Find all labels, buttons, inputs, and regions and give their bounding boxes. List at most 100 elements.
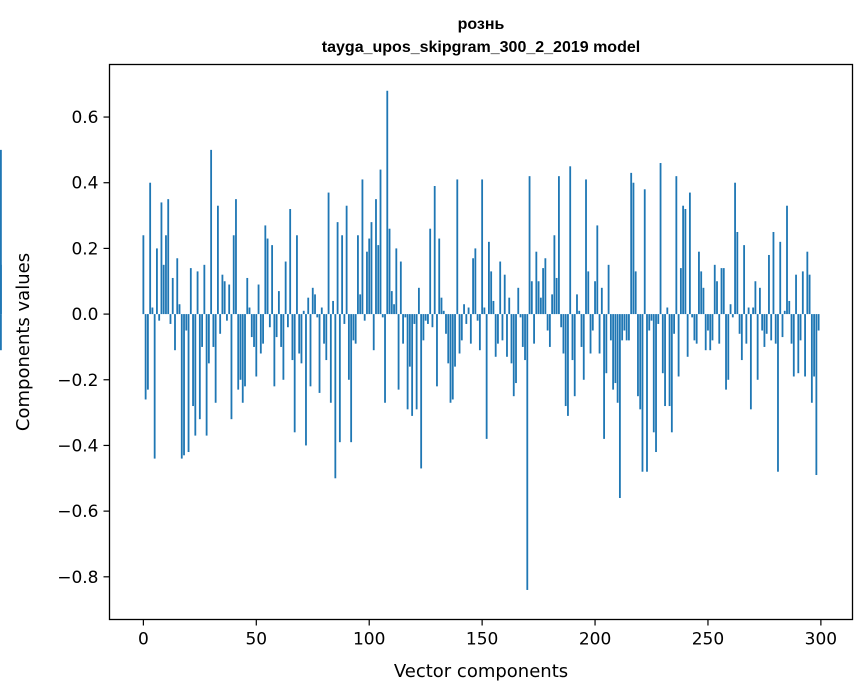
bar: [309, 314, 312, 387]
bar: [670, 314, 673, 433]
bar: [623, 314, 626, 331]
bar: [203, 264, 206, 315]
bar: [302, 310, 305, 315]
bar: [506, 314, 508, 357]
bar: [438, 238, 441, 315]
bar: [546, 314, 549, 331]
bar: [352, 314, 355, 341]
bar: [573, 314, 576, 397]
bar: [761, 314, 764, 331]
bar: [736, 231, 739, 315]
bar: [422, 314, 425, 341]
bar: [338, 314, 341, 443]
bar: [659, 163, 662, 315]
bar: [609, 314, 612, 341]
bar: [275, 314, 278, 338]
bar: [287, 314, 289, 328]
bar: [474, 248, 477, 315]
bar: [628, 314, 630, 341]
bar: [598, 314, 601, 354]
bar: [223, 281, 226, 315]
bar: [508, 297, 511, 315]
bar: [368, 238, 371, 315]
bar: [465, 314, 468, 324]
bar: [729, 304, 732, 315]
bar: [808, 274, 811, 315]
bar: [801, 271, 804, 315]
bar: [634, 271, 637, 315]
bar: [544, 258, 547, 315]
bar: [153, 314, 156, 459]
bar: [700, 271, 703, 315]
bar: [542, 268, 545, 315]
bar: [786, 205, 788, 315]
bar: [519, 314, 522, 318]
bar: [244, 314, 246, 387]
bar: [481, 179, 484, 315]
bar: [142, 235, 145, 315]
bar: [673, 314, 675, 334]
bar: [567, 314, 569, 416]
bar: [510, 314, 513, 364]
bar: [239, 314, 242, 380]
bar: [458, 314, 461, 354]
bar: [587, 271, 590, 315]
bar: [716, 281, 718, 315]
bar: [350, 314, 353, 443]
bar: [440, 297, 443, 315]
bar: [499, 261, 502, 315]
bar: [246, 277, 249, 315]
bar: [347, 314, 350, 380]
bar: [646, 314, 648, 472]
bar: [217, 205, 219, 315]
bar: [693, 314, 696, 341]
bar: [682, 205, 685, 315]
bar: [198, 314, 201, 420]
bar: [655, 314, 657, 453]
bar: [429, 228, 432, 315]
bar: [158, 314, 161, 321]
bar: [336, 222, 339, 315]
y-axis-ticks: −0.8 −0.6 −0.4 −0.2 0.0 0.2 0.4 0.6: [57, 108, 110, 588]
bar: [293, 314, 296, 433]
bar: [537, 281, 540, 315]
bar: [305, 314, 307, 446]
bar: [664, 314, 666, 407]
bar: [686, 314, 689, 357]
bar: [363, 314, 366, 321]
bar: [379, 169, 382, 315]
bar: [528, 176, 531, 315]
bar: [257, 284, 260, 315]
bar: [406, 314, 409, 410]
bar: [709, 314, 712, 351]
bar: [691, 314, 694, 318]
bar: [666, 307, 669, 315]
y-tick-label: −0.8: [57, 568, 98, 588]
bar: [329, 314, 332, 403]
bar: [492, 300, 495, 315]
bar: [517, 287, 520, 315]
bar: [585, 179, 587, 315]
bar: [589, 314, 592, 354]
bar: [165, 235, 167, 315]
bar: [280, 314, 283, 347]
bar: [399, 261, 402, 315]
bar: [526, 314, 529, 590]
bar: [772, 231, 775, 315]
bar: [795, 274, 797, 315]
bar: [652, 314, 655, 433]
bar: [250, 314, 253, 338]
bar: [420, 314, 423, 469]
y-tick-label: 0.0: [71, 305, 98, 325]
bar: [151, 307, 154, 315]
bar: [180, 314, 183, 459]
bar: [555, 277, 558, 315]
bar: [372, 314, 375, 351]
bar: [607, 264, 610, 315]
bar: [314, 294, 316, 315]
bar: [194, 314, 197, 436]
bar: [576, 294, 578, 315]
bar: [230, 314, 233, 420]
bar: [393, 304, 395, 315]
bar: [192, 314, 194, 407]
